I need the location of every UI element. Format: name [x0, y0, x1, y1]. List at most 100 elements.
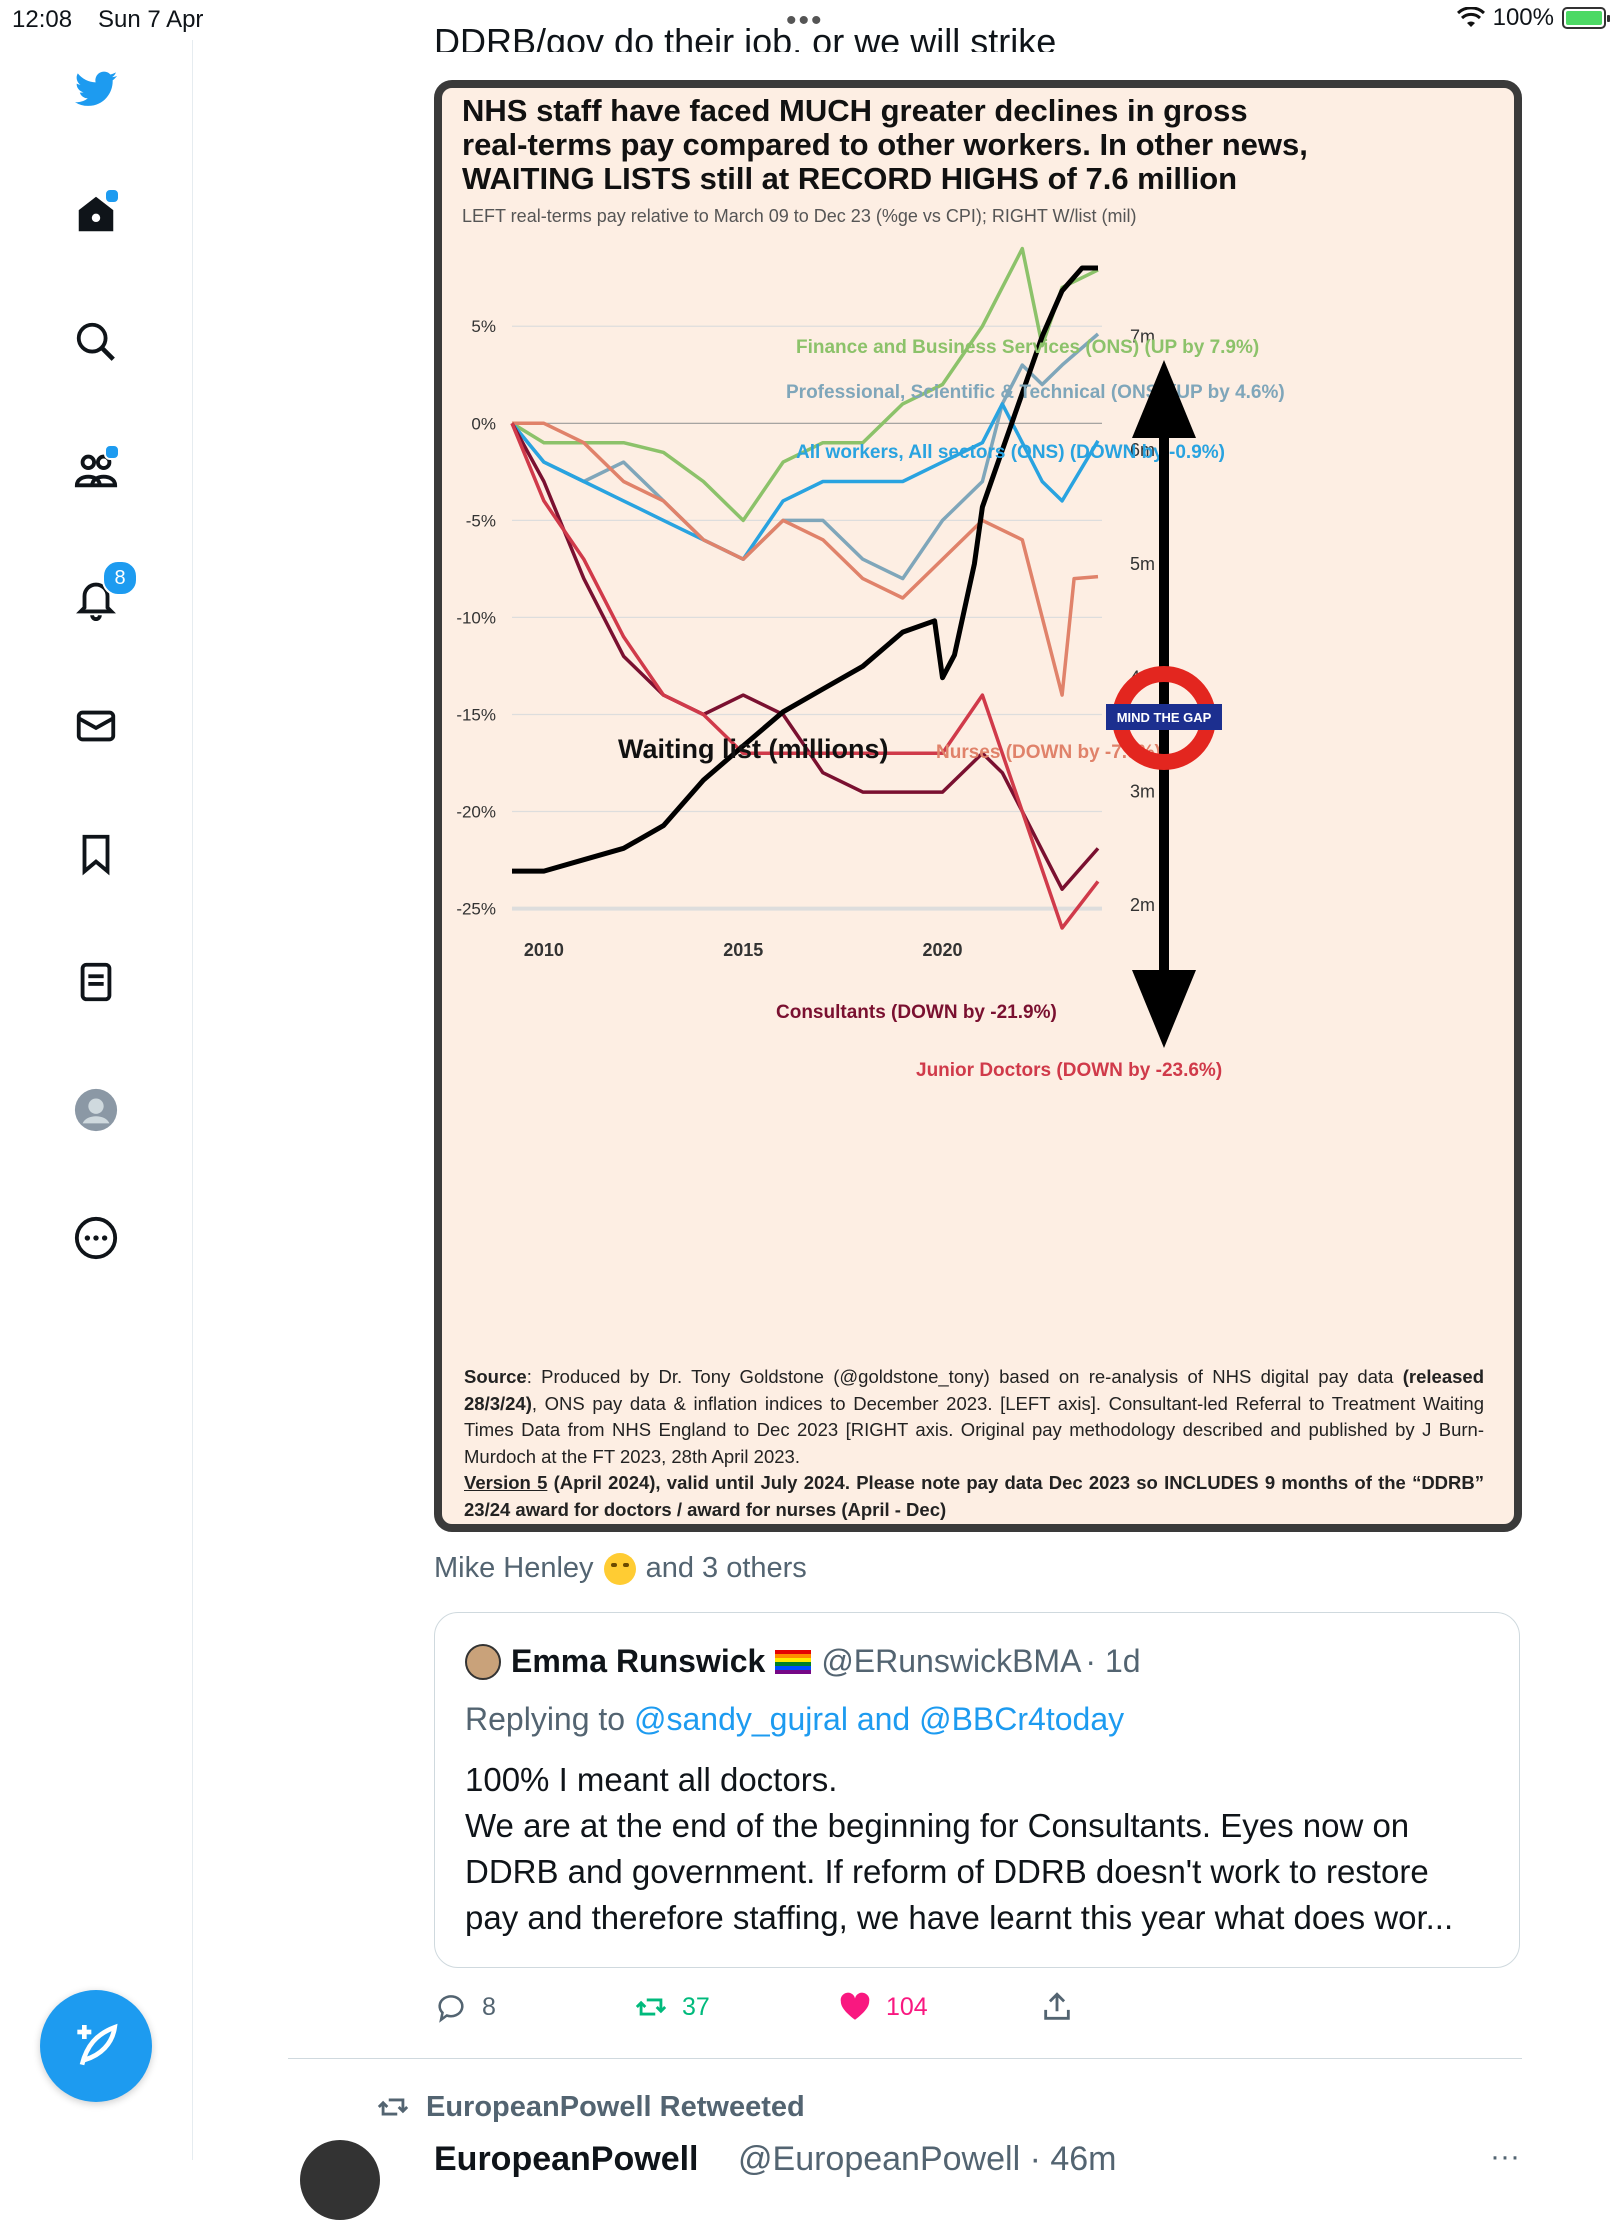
mind-the-gap-bar: [1106, 704, 1222, 730]
sidebar-item-bookmarks[interactable]: [68, 826, 124, 882]
search-icon: [76, 322, 115, 361]
sidebar-item-more[interactable]: [68, 1210, 124, 1266]
tweet-image-chart[interactable]: NHS staff have faced MUCH greater declin…: [434, 80, 1522, 1532]
chart-x-tick-label: 2020: [923, 940, 963, 960]
reply-button[interactable]: 8: [434, 1990, 496, 2024]
compose-tweet-button[interactable]: [40, 1990, 152, 2102]
chart-subtitle: LEFT real-terms pay relative to March 09…: [462, 206, 1137, 226]
raised-eyebrow-emoji-icon: [603, 1552, 636, 1585]
feather-plus-icon: [77, 2023, 118, 2066]
chart-series-line: [512, 421, 1099, 697]
quoted-author-handle[interactable]: @ERunswickBMA: [821, 1643, 1082, 1679]
quoted-tweet-header: Emma Runswick @ERunswickBMA · 1d: [465, 1643, 1141, 1680]
chart-series-label: Finance and Business Services (ONS) (UP …: [796, 337, 1259, 358]
retweet-icon: [377, 2098, 409, 2116]
more-circle-icon: [74, 1216, 118, 1260]
chart-series-line: [510, 422, 1100, 891]
chart-source-note: Source: Produced by Dr. Tony Goldstone (…: [464, 1366, 1485, 1520]
quoted-tweet[interactable]: Emma Runswick @ERunswickBMA · 1d Replyin…: [434, 1612, 1520, 1968]
chart-left-tick-label: -10%: [456, 608, 496, 627]
chart-left-tick-label: -20%: [456, 803, 496, 822]
retweeted-by[interactable]: EuropeanPowell Retweeted: [376, 2090, 805, 2124]
sidebar: 8: [0, 40, 193, 2160]
chart-series-label: All workers, All sectors (ONS) (DOWN by …: [796, 442, 1225, 463]
communities-icon: [74, 454, 118, 488]
quoted-time: · 1d: [1085, 1643, 1141, 1679]
retweet-count: 37: [682, 1992, 710, 2021]
status-bar: 12:08 Sun 7 Apr ••• 100%: [0, 0, 1620, 40]
avatar[interactable]: [465, 1643, 501, 1680]
chart-right-tick-label: 5m: [1130, 554, 1155, 574]
share-icon: [1044, 1992, 1070, 2020]
retweeted-by-label: EuropeanPowell Retweeted: [426, 2090, 805, 2123]
notifications-badge: 8: [102, 560, 138, 596]
chart-waiting-list-label: Waiting list (millions): [618, 734, 889, 764]
tweet-text-partial: DDRB/gov do their job, or we will strike: [434, 24, 1057, 52]
twitter-logo-icon[interactable]: [68, 62, 124, 118]
chart-series-label: Professional, Scientific & Technical (ON…: [786, 382, 1285, 403]
multitask-dots-icon[interactable]: •••: [786, 4, 824, 37]
chart-right-tick-label: 2m: [1130, 895, 1155, 915]
chart-right-tick-label: 7m: [1130, 326, 1155, 346]
sidebar-item-communities[interactable]: [68, 442, 124, 498]
like-count: 104: [886, 1992, 928, 2021]
avatar[interactable]: [300, 2140, 380, 2220]
chart-left-tick-label: -15%: [456, 705, 496, 724]
chart-series-label: Junior Doctors (DOWN by -23.6%): [916, 1060, 1222, 1081]
quoted-author-name[interactable]: Emma Runswick: [511, 1643, 766, 1679]
chart-left-tick-label: -5%: [466, 511, 496, 530]
quoted-tweet-text: 100% I meant all doctors. We are at the …: [465, 1761, 1454, 1936]
heart-icon: [840, 1992, 870, 2020]
chart-series-line: [510, 402, 1100, 561]
chart-left-tick-label: 0%: [471, 414, 496, 433]
sidebar-item-home[interactable]: [68, 186, 124, 242]
chart-series-line: [510, 422, 1100, 930]
reply-icon: [438, 1995, 464, 2023]
chart-gap-arrow-head-down: [1132, 970, 1196, 1048]
list-icon: [80, 962, 112, 1002]
sidebar-item-messages[interactable]: [68, 698, 124, 754]
liker-name[interactable]: Mike Henley: [434, 1552, 594, 1584]
envelope-icon: [76, 710, 116, 742]
sidebar-item-profile[interactable]: [68, 1082, 124, 1138]
battery-percent: 100%: [1492, 4, 1554, 31]
reply-count: 8: [482, 1992, 496, 2021]
communities-new-dot: [104, 444, 120, 460]
share-button[interactable]: [1040, 1990, 1074, 2024]
liker-others[interactable]: and 3 others: [645, 1552, 807, 1584]
battery-icon: [1562, 7, 1610, 29]
mind-the-gap-label: MIND THE GAP: [1117, 710, 1212, 725]
chart-series-line: [511, 246, 1099, 523]
sidebar-item-explore[interactable]: [68, 314, 124, 370]
chart-series-line: [512, 265, 1098, 874]
like-button[interactable]: 104: [838, 1990, 928, 2024]
replying-to: Replying to @sandy_gujral and @BBCr4toda…: [465, 1701, 1125, 1737]
rainbow-flag-icon: [775, 1649, 812, 1674]
sidebar-item-notifications[interactable]: 8: [68, 560, 138, 626]
wifi-icon: [1456, 7, 1485, 27]
tweet-actions: 8 37 104: [434, 1990, 1134, 2030]
bell-icon: [76, 582, 116, 621]
status-time: 12:08: [12, 6, 73, 33]
chart-right-tick-label: 6m: [1130, 440, 1155, 460]
chart-series-line: [510, 332, 1100, 581]
replying-to-link[interactable]: @sandy_gujral and @BBCr4today: [633, 1701, 1125, 1737]
chart-left-tick-label: -25%: [456, 900, 496, 919]
chart-title: NHS staff have faced MUCH greater declin…: [462, 93, 1308, 196]
chart-left-tick-label: 5%: [471, 317, 496, 336]
chart-series-label: Nurses (DOWN by -7.9%): [936, 742, 1161, 763]
avatar: [74, 1088, 118, 1132]
sidebar-item-lists[interactable]: [68, 954, 124, 1010]
divider: [288, 2058, 1522, 2059]
retweet-button[interactable]: 37: [634, 1990, 710, 2024]
bookmark-icon: [82, 834, 110, 876]
chart-right-tick-label: 3m: [1130, 781, 1155, 801]
liked-by-row[interactable]: Mike Henley and 3 others: [434, 1552, 807, 1585]
chart-x-tick-label: 2010: [524, 940, 564, 960]
home-new-dot: [104, 188, 120, 204]
chart-x-tick-label: 2015: [723, 940, 763, 960]
home-icon: [78, 196, 114, 232]
more-options-icon[interactable]: ···: [1490, 2140, 1520, 2173]
status-right: 100%: [1456, 4, 1610, 32]
